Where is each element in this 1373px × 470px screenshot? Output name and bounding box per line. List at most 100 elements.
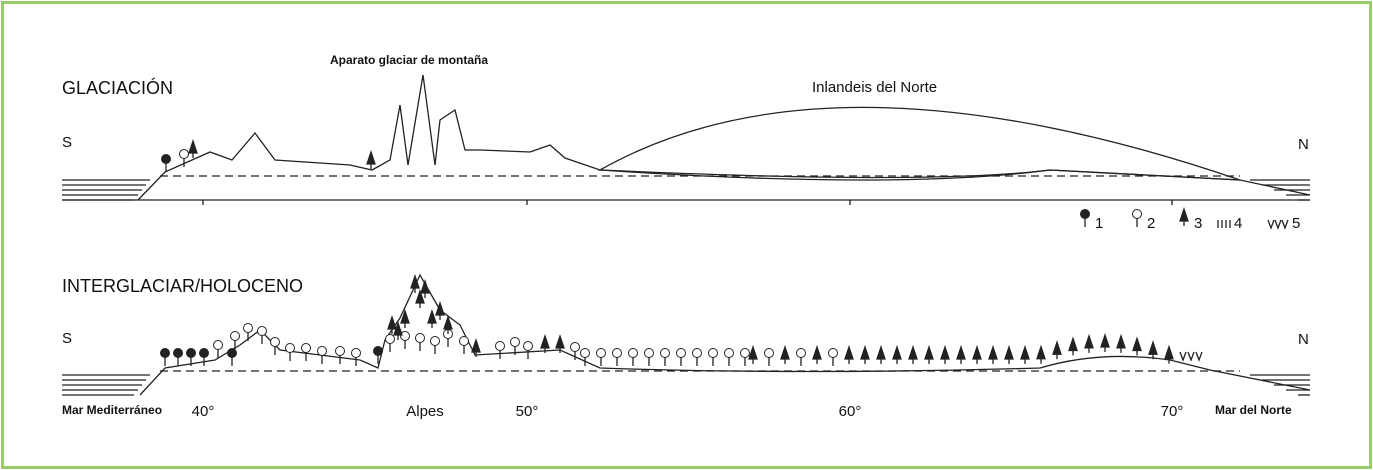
tree-conifer <box>1084 333 1094 349</box>
tree-open <box>459 336 469 346</box>
tree-open <box>400 331 410 341</box>
legend-label: 2 <box>1147 215 1155 232</box>
shrub <box>1195 351 1203 362</box>
legend-label: 4 <box>1234 215 1242 232</box>
tree-conifer <box>427 308 437 324</box>
tree-conifer <box>1116 333 1126 349</box>
tree-open <box>351 348 361 358</box>
tree-conifer <box>940 344 950 360</box>
tree-open <box>570 342 580 352</box>
tree-open <box>430 336 440 346</box>
tree-open <box>724 348 734 358</box>
tree-conifer <box>471 337 481 353</box>
tree-open <box>285 343 295 353</box>
shrub <box>1187 351 1195 362</box>
tree-open <box>495 341 505 351</box>
tree-open <box>385 334 395 344</box>
terrain <box>139 273 1311 396</box>
tree-conifer <box>812 344 822 360</box>
tree-open <box>708 348 718 358</box>
water <box>62 138 1310 396</box>
tree-conifer <box>1036 344 1046 360</box>
tree-conifer <box>1132 336 1142 352</box>
panel-title: GLACIACIÓN <box>62 77 173 98</box>
tree-open <box>179 149 189 159</box>
tree-conifer <box>924 344 934 360</box>
axis-right: Mar del Norte <box>1215 403 1292 417</box>
tree-open <box>230 331 240 341</box>
tree-conifer <box>876 344 886 360</box>
tree-conifer <box>748 344 758 360</box>
tree-open <box>764 348 774 358</box>
tree-conifer <box>366 149 376 165</box>
tree-conifer <box>988 344 998 360</box>
tree-deciduous <box>1080 209 1090 219</box>
north: N <box>1298 136 1309 153</box>
tree-open <box>580 348 590 358</box>
south: S <box>62 330 72 347</box>
tree-conifer <box>400 308 410 324</box>
legend-label: 1 <box>1095 215 1103 232</box>
tree-open <box>510 337 520 347</box>
tree-deciduous <box>186 348 196 358</box>
tree-open <box>257 326 267 336</box>
tree-deciduous <box>173 348 183 358</box>
legend: 1 2 3 4 5 <box>1080 206 1300 232</box>
tree-open <box>335 346 345 356</box>
tree-open <box>596 348 606 358</box>
tree-open <box>628 348 638 358</box>
tree-conifer <box>956 344 966 360</box>
tree-conifer <box>1052 340 1062 355</box>
axis-center: Alpes <box>406 403 444 420</box>
interglacial-panel: INTERGLACIAR/HOLOCENO S N Mar Mediterrán… <box>62 200 1311 420</box>
tree-conifer <box>415 288 425 304</box>
tree-conifer <box>972 344 982 360</box>
tree-open <box>796 348 806 358</box>
legend-swatch <box>1267 219 1275 230</box>
tick-label: 40° <box>192 403 215 420</box>
tree-conifer <box>387 314 397 330</box>
tree-deciduous <box>227 348 237 358</box>
tick-label: 70° <box>1161 403 1184 420</box>
tree-open <box>270 337 280 347</box>
tree-open <box>676 348 686 358</box>
north: N <box>1298 331 1309 348</box>
south: S <box>62 134 72 151</box>
tree-conifer <box>188 138 198 154</box>
legend-swatch <box>1274 219 1282 230</box>
tick-label: 50° <box>516 403 539 420</box>
tree-conifer <box>1179 206 1189 222</box>
tree-conifer <box>393 320 403 336</box>
tree-conifer <box>443 314 453 330</box>
tree-open <box>317 346 327 356</box>
tree-open <box>523 341 533 351</box>
tree-conifer <box>892 344 902 360</box>
tree-conifer <box>844 344 854 360</box>
tree-conifer <box>410 273 420 289</box>
shrub <box>1179 351 1187 362</box>
panel-title: INTERGLACIAR/HOLOCENO <box>62 276 303 296</box>
tree-open <box>243 323 253 333</box>
latitude-ticks: 40° 50° 60° 70° <box>192 200 1184 420</box>
tree-deciduous <box>373 346 383 356</box>
label: Inlandeis del Norte <box>812 79 937 96</box>
vegetation <box>160 273 1203 366</box>
tree-open <box>415 333 425 343</box>
glacial-panel: GLACIACIÓN Aparato glaciar de montaña In… <box>62 53 1311 396</box>
tree-deciduous <box>161 154 171 164</box>
tree-open <box>1132 209 1142 219</box>
tree-open <box>692 348 702 358</box>
tree-conifer <box>1020 344 1030 360</box>
tree-conifer <box>435 300 445 316</box>
tree-conifer <box>555 333 565 349</box>
tree-deciduous <box>160 348 170 358</box>
tree-conifer <box>1164 344 1174 360</box>
tree-conifer <box>908 344 918 360</box>
ice-sheet <box>597 106 1241 181</box>
tick-label: 60° <box>839 403 862 420</box>
axis-left: Mar Mediterráneo <box>62 403 162 417</box>
tree-conifer <box>1148 340 1158 355</box>
tree-open <box>740 348 750 358</box>
tree-open <box>828 348 838 358</box>
